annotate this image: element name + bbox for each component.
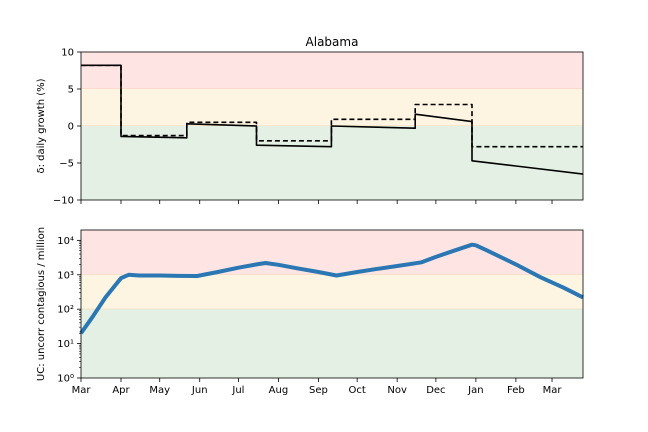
contagious-bands xyxy=(81,230,583,378)
band-2 xyxy=(81,309,583,378)
y-tick-label-1: 10¹ xyxy=(57,339,74,350)
x-tick-label-2: May xyxy=(149,385,170,396)
growth-series xyxy=(81,64,584,175)
x-tick-label-1: Apr xyxy=(112,385,130,396)
contagious-y-ticks: 10⁰ 10¹ 10² 10³ 10⁴ xyxy=(57,236,81,385)
series-line-0 xyxy=(81,64,584,175)
contagious-panel: 10⁰ 10¹ 10² 10³ 10⁴ Mar Apr May Jun Jul Aug Sep Oct… xyxy=(36,227,584,396)
y-tick-label-1: 5 xyxy=(68,85,74,96)
growth-panel: 10 5 0 −5 −10 Alabama δ: daily growth (%) xyxy=(36,35,584,207)
x-tick-label-0: Mar xyxy=(72,385,92,396)
growth-y-axis-label: δ: daily growth (%) xyxy=(36,78,47,173)
series-line-1 xyxy=(81,64,583,148)
band-1 xyxy=(81,89,583,126)
x-tick-label-12: Mar xyxy=(543,385,563,396)
band-0 xyxy=(81,230,583,275)
x-tick-label-6: Sep xyxy=(309,385,328,396)
series-line-0 xyxy=(79,242,584,335)
x-tick-label-8: Nov xyxy=(387,385,407,396)
x-tick-label-7: Oct xyxy=(349,385,366,396)
contagious-axes-frame xyxy=(80,229,584,379)
chart-title: Alabama xyxy=(306,35,359,49)
growth-y-ticks: 10 5 0 −5 −10 xyxy=(53,48,81,207)
contagious-y-axis-label: UC: uncorr contagious / million xyxy=(36,227,47,381)
y-tick-label-4: 10⁴ xyxy=(57,236,74,247)
y-tick-label-4: −10 xyxy=(53,196,74,207)
band-1 xyxy=(81,274,583,310)
x-tick-label-5: Aug xyxy=(269,385,289,396)
x-tick-label-4: Jul xyxy=(231,385,244,396)
contagious-series xyxy=(79,242,584,335)
x-tick-label-3: Jun xyxy=(191,385,208,396)
x-tick-label-10: Jan xyxy=(467,385,483,396)
band-0 xyxy=(81,52,583,89)
y-tick-label-0: 10 xyxy=(61,48,74,59)
x-tick-label-9: Dec xyxy=(426,385,445,396)
y-tick-label-2: 0 xyxy=(68,122,74,133)
y-tick-label-2: 10² xyxy=(57,305,74,316)
y-tick-label-3: −5 xyxy=(59,159,74,170)
growth-x-ticks xyxy=(80,200,553,204)
contagious-x-ticks: Mar Apr May Jun Jul Aug Sep Oct Nov Dec Jan Feb Mar xyxy=(72,378,563,396)
x-tick-label-11: Feb xyxy=(507,385,525,396)
growth-bands xyxy=(81,52,583,200)
y-tick-label-0: 10⁰ xyxy=(57,374,74,385)
y-tick-label-3: 10³ xyxy=(57,270,74,281)
